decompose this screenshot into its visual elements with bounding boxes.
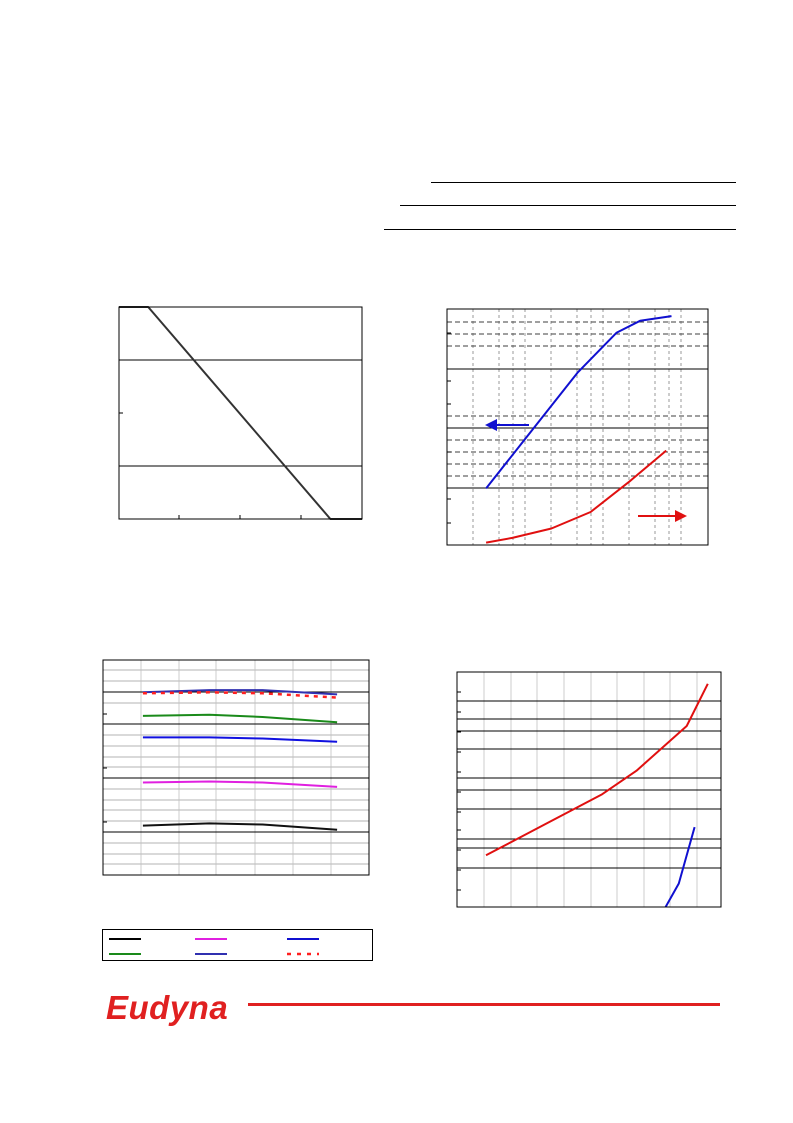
chart-3-svg — [102, 659, 370, 876]
series-line-2 — [142, 691, 338, 699]
header-rule-2 — [400, 205, 736, 206]
chart-4-svg — [456, 671, 722, 908]
header-rule-1 — [431, 182, 736, 183]
left-arrow-head — [485, 419, 497, 431]
chart-1 — [118, 306, 363, 520]
chart-2-svg — [446, 308, 709, 546]
series-line-1 — [119, 306, 362, 520]
chart-3 — [102, 659, 370, 876]
legend-svg — [109, 938, 319, 956]
chart-4 — [456, 671, 722, 908]
series-line-3 — [142, 713, 338, 724]
brand-logo-text: Eudyna — [106, 989, 228, 1026]
series-line-1 — [142, 689, 338, 696]
plot-frame — [446, 308, 709, 546]
brand-logo: Eudyna — [106, 986, 246, 1031]
plot-frame — [118, 306, 363, 520]
series-line-2 — [485, 449, 667, 544]
series-line-1 — [485, 683, 709, 857]
header-rule-3 — [384, 229, 736, 230]
right-arrow-head — [675, 510, 687, 522]
series-line-5 — [142, 780, 338, 788]
chart-1-svg — [118, 306, 363, 520]
plot-frame — [102, 659, 370, 876]
series-line-2 — [664, 826, 696, 908]
series-line-4 — [142, 736, 338, 743]
plot-frame — [456, 671, 722, 908]
series-line-6 — [142, 822, 338, 831]
series-line-1 — [485, 315, 672, 490]
brand-rule — [248, 1003, 720, 1006]
chart-3-legend — [102, 929, 373, 961]
chart-2 — [446, 308, 709, 546]
